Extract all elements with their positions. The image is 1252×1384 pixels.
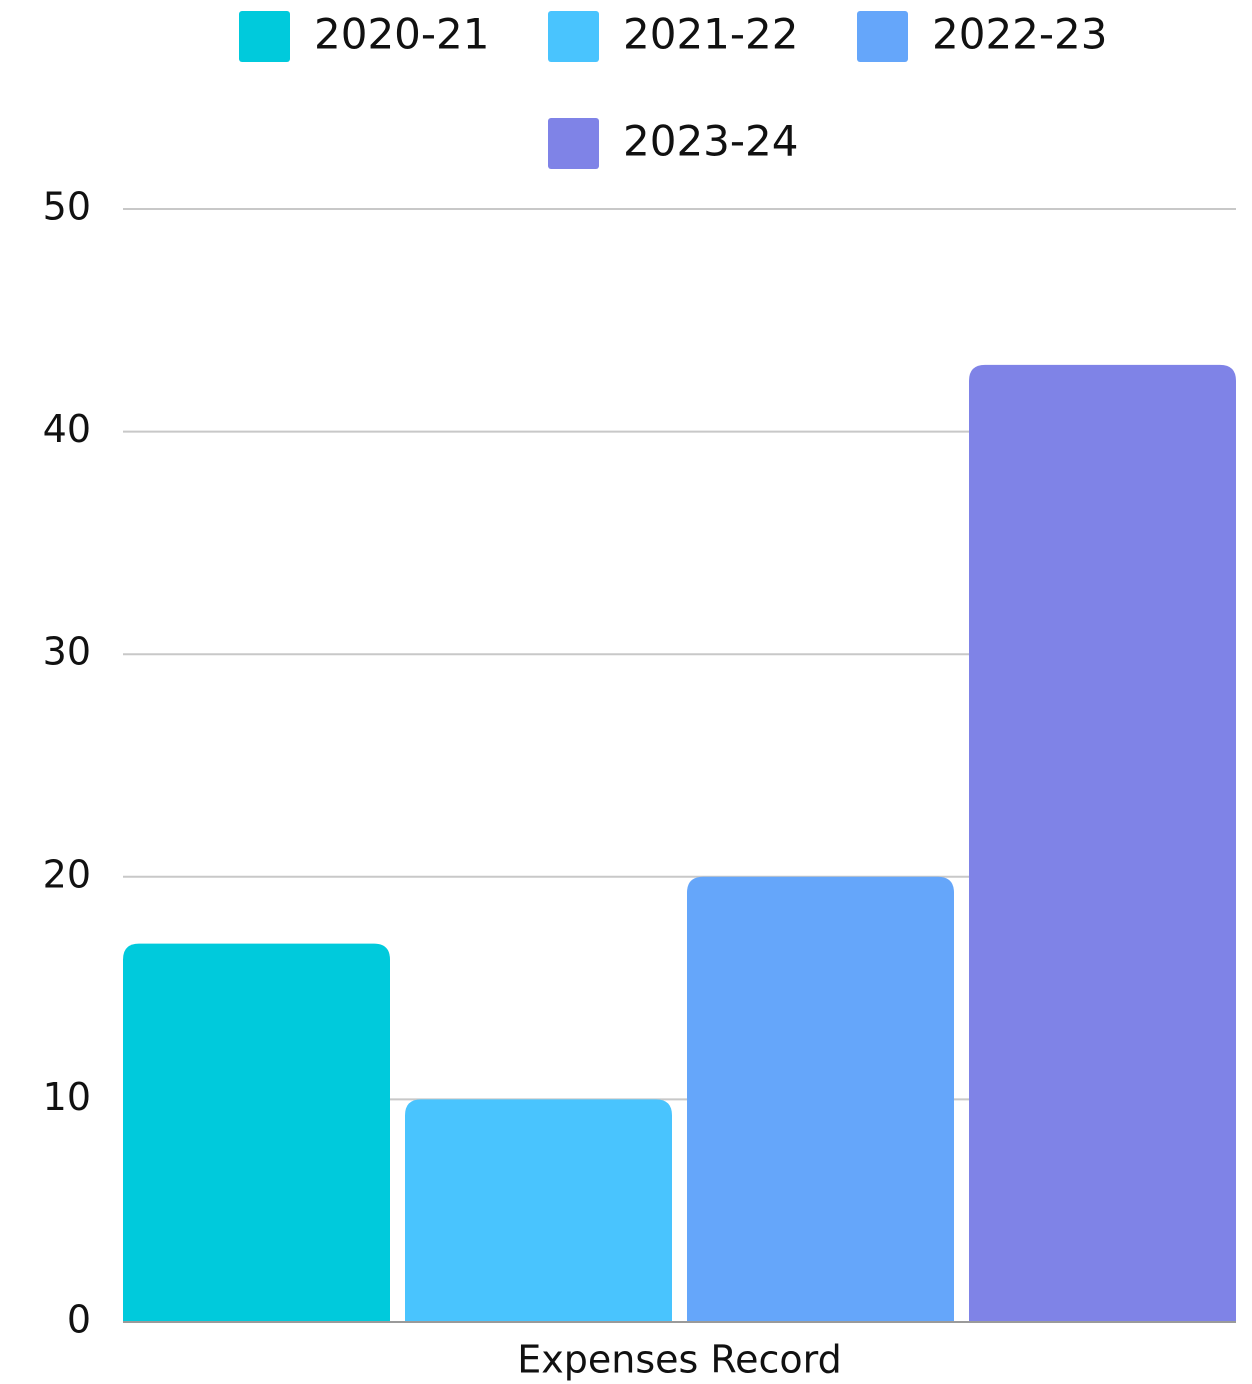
legend-item-2021-22: 2021-22	[548, 10, 799, 62]
y-tick-label-10: 10	[43, 1075, 91, 1119]
bar-2021-22	[405, 1099, 672, 1322]
legend: 2020-21 2021-22 2022-23 2023-24	[239, 10, 1108, 169]
y-tick-label-50: 50	[43, 185, 91, 229]
legend-label-2020-21: 2020-21	[314, 10, 490, 59]
legend-swatch-2020-21	[239, 11, 290, 62]
legend-item-2023-24: 2023-24	[548, 117, 799, 169]
bar-2022-23	[687, 876, 954, 1322]
legend-label-2021-22: 2021-22	[623, 10, 799, 59]
legend-swatch-2023-24	[548, 118, 599, 169]
bar-2020-21	[123, 943, 390, 1322]
legend-label-2022-23: 2022-23	[932, 10, 1108, 59]
bar-2023-24	[969, 364, 1236, 1322]
legend-swatch-2022-23	[857, 11, 908, 62]
legend-swatch-2021-22	[548, 11, 599, 62]
x-axis: Expenses Record	[123, 1321, 1236, 1382]
legend-item-2020-21: 2020-21	[239, 10, 490, 62]
y-tick-label-30: 30	[43, 630, 91, 674]
y-tick-label-0: 0	[67, 1298, 91, 1342]
y-tick-label-20: 20	[43, 852, 91, 896]
y-axis: 0 10 20 30 40 50	[43, 185, 91, 1342]
legend-label-2023-24: 2023-24	[623, 117, 799, 166]
bars	[123, 364, 1236, 1322]
x-category-label-expenses-record: Expenses Record	[517, 1338, 841, 1382]
y-tick-label-40: 40	[43, 407, 91, 451]
legend-item-2022-23: 2022-23	[857, 10, 1108, 62]
